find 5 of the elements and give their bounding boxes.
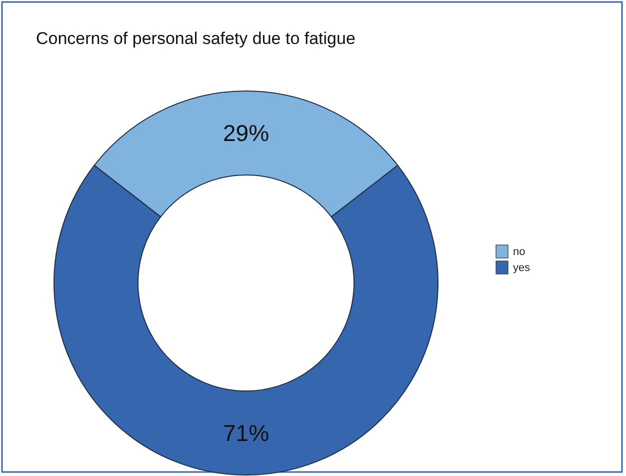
data-label: 29%	[222, 120, 270, 146]
legend-label: no	[513, 246, 526, 258]
legend-label: yes	[513, 262, 531, 274]
chart-title: Concerns of personal safety due to fatigue	[36, 29, 356, 48]
data-label: 71%	[222, 420, 270, 446]
